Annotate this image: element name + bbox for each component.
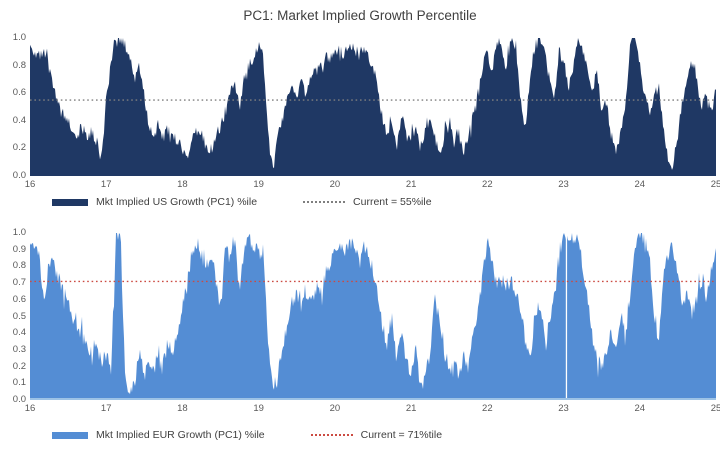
us-plot-area (30, 38, 716, 176)
us-x-tick-label: 23 (558, 179, 569, 190)
us-x-tick-label: 24 (634, 179, 646, 190)
eur-x-tick-label: 24 (634, 403, 646, 414)
us-current-line-swatch (303, 201, 346, 203)
us-y-tick-label: 1.0 (12, 32, 26, 43)
eur-series-swatch (52, 431, 88, 439)
us-current-label: Current = 55%ile (353, 196, 432, 208)
eur-x-tick-label: 17 (100, 403, 112, 414)
us-x-tick-label: 25 (710, 179, 720, 190)
us-area-series (30, 38, 716, 176)
chart-title: PC1: Market Implied Growth Percentile (243, 8, 477, 23)
us-series-label: Mkt Implied US Growth (PC1) %ile (96, 196, 258, 208)
us-series-swatch (52, 198, 88, 206)
eur-y-tick-label: 0.1 (12, 377, 26, 389)
us-y-tick-label: 0.4 (12, 114, 26, 126)
eur-y-tick-label: 0.8 (12, 260, 26, 272)
eur-x-tick-label: 19 (253, 403, 264, 414)
us-y-tick-label: 0.2 (12, 142, 26, 154)
eur-y-tick-label: 0.6 (12, 293, 26, 305)
eur-y-tick-label: 0.4 (12, 327, 26, 339)
eur-y-tick-label: 0.7 (12, 277, 26, 289)
eur-y-tick-label: 0.2 (12, 360, 26, 372)
eur-series-label: Mkt Implied EUR Growth (PC1) %ile (96, 429, 265, 441)
us-legend: Mkt Implied US Growth (PC1) %ile Current… (52, 194, 432, 210)
us-x-tick-label: 18 (177, 179, 188, 190)
eur-y-tick-label: 0.9 (12, 243, 26, 255)
eur-x-tick-label: 23 (558, 403, 569, 414)
us-y-tick-label: 0.6 (12, 87, 26, 99)
eur-plot-area (30, 233, 716, 400)
eur-current-label: Current = 71%tile (360, 429, 443, 441)
eur-y-tick-label: 1.0 (12, 227, 26, 238)
eur-x-tick-label: 21 (405, 403, 417, 414)
eur-y-tick-label: 0.5 (12, 310, 26, 322)
us-y-tick-label: 0.0 (12, 170, 26, 181)
us-x-tick-label: 19 (253, 179, 264, 190)
eur-x-tick-label: 18 (177, 403, 188, 414)
us-y-tick-label: 0.8 (12, 59, 26, 71)
us-x-tick-label: 21 (405, 179, 417, 190)
us-x-tick-label: 17 (100, 179, 112, 190)
eur-x-tick-label: 22 (482, 403, 493, 414)
eur-x-tick-label: 16 (24, 403, 36, 414)
eur-legend: Mkt Implied EUR Growth (PC1) %ile Curren… (52, 427, 442, 443)
us-x-tick-label: 20 (329, 179, 341, 190)
eur-y-tick-label: 0.3 (12, 343, 26, 355)
eur-x-tick-label: 20 (329, 403, 341, 414)
eur-current-line-swatch (310, 434, 353, 436)
eur-y-tick-label: 0.0 (12, 394, 26, 405)
us-x-tick-label: 22 (482, 179, 493, 190)
eur-area-series (30, 233, 716, 400)
eur-x-tick-label: 25 (710, 403, 720, 414)
eur-data-gap (565, 233, 568, 400)
us-x-tick-label: 16 (24, 179, 36, 190)
